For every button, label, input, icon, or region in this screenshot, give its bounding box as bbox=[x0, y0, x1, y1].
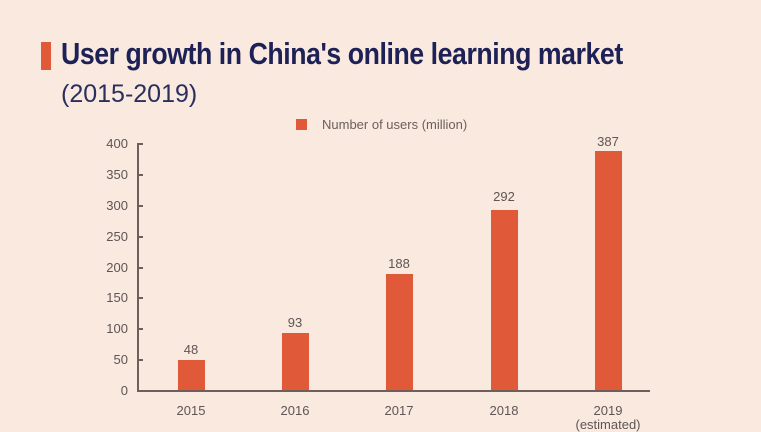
bar-2016 bbox=[282, 333, 309, 390]
y-tick-label: 250 bbox=[106, 229, 128, 244]
chart-title: User growth in China's online learning m… bbox=[61, 36, 623, 71]
legend-swatch bbox=[296, 119, 307, 130]
y-tick bbox=[137, 328, 143, 330]
y-tick-label: 0 bbox=[120, 383, 128, 398]
y-tick-label: 150 bbox=[106, 290, 128, 305]
y-tick-label: 100 bbox=[106, 321, 128, 336]
y-tick bbox=[137, 174, 143, 176]
y-tick-label: 200 bbox=[106, 260, 128, 275]
y-tick bbox=[137, 297, 143, 299]
legend-label: Number of users (million) bbox=[322, 117, 468, 132]
bar-value-label: 188 bbox=[388, 256, 410, 271]
y-tick bbox=[137, 359, 143, 361]
y-tick bbox=[137, 143, 143, 145]
y-tick-label: 300 bbox=[106, 198, 128, 213]
x-tick-label: 2019 bbox=[593, 403, 623, 418]
y-tick-label: 50 bbox=[113, 352, 128, 367]
bar-2015 bbox=[178, 360, 205, 390]
bar-2019 bbox=[595, 151, 622, 390]
y-axis bbox=[137, 143, 139, 391]
y-tick-label: 400 bbox=[106, 136, 128, 151]
bar-2017 bbox=[386, 274, 413, 390]
bar-value-label: 93 bbox=[287, 315, 303, 330]
legend: Number of users (million) bbox=[296, 117, 467, 132]
title-accent-bar bbox=[41, 42, 51, 70]
y-tick bbox=[137, 205, 143, 207]
bar-value-label: 48 bbox=[183, 342, 199, 357]
x-tick-label: 2016 bbox=[280, 403, 310, 418]
bar-value-label: 387 bbox=[597, 134, 619, 149]
y-tick bbox=[137, 236, 143, 238]
x-axis bbox=[137, 390, 650, 392]
bar-value-label: 292 bbox=[493, 189, 515, 204]
x-tick-label: 2018 bbox=[489, 403, 519, 418]
x-tick-label: 2015 bbox=[176, 403, 206, 418]
chart-subtitle: (2015-2019) bbox=[61, 80, 198, 108]
x-tick-sublabel: (estimated) bbox=[575, 417, 641, 432]
y-tick bbox=[137, 267, 143, 269]
y-tick-label: 350 bbox=[106, 167, 128, 182]
x-tick-label: 2017 bbox=[384, 403, 414, 418]
bar-2018 bbox=[491, 210, 518, 390]
